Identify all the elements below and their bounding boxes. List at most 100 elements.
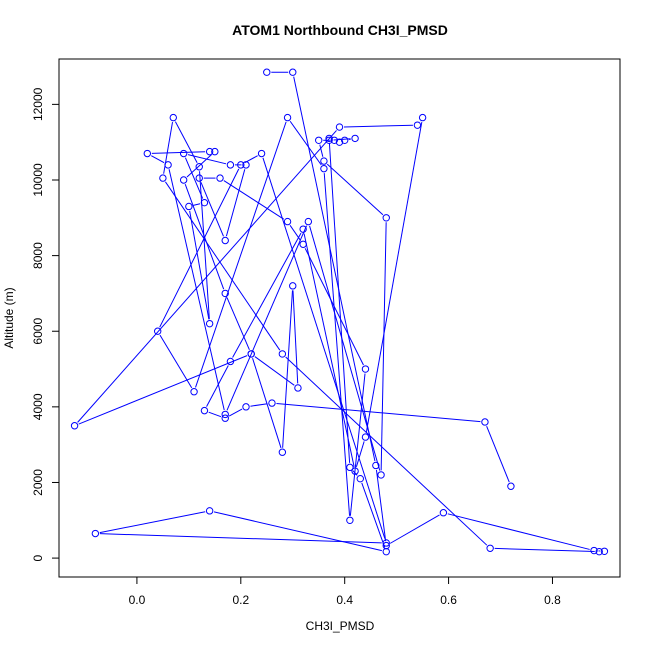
series-layer (70, 68, 609, 556)
data-point (507, 482, 515, 490)
series-segment (226, 225, 308, 411)
series-segment (174, 121, 198, 164)
data-point (289, 282, 297, 290)
data-point (195, 174, 203, 182)
data-point (320, 157, 328, 165)
data-point (211, 147, 219, 156)
data-point (340, 136, 349, 144)
series-segment (186, 154, 212, 178)
series-segment (151, 151, 206, 154)
data-point (590, 546, 598, 555)
series-segment (486, 425, 510, 483)
data-point (221, 289, 229, 298)
data-point (320, 164, 328, 173)
data-point (330, 136, 339, 144)
data-point (70, 422, 79, 430)
data-point (356, 474, 364, 483)
data-point (382, 214, 390, 222)
x-axis-label: CH3I_PMSD (306, 619, 375, 633)
x-tick-label: 0.8 (544, 593, 561, 607)
data-point (221, 414, 229, 422)
series-segment (184, 157, 204, 199)
series-segment (77, 130, 337, 423)
data-point (164, 161, 172, 169)
data-point (205, 147, 214, 156)
data-point (377, 471, 385, 479)
data-point (226, 161, 235, 169)
series-segment (195, 121, 287, 388)
data-point (159, 174, 167, 182)
data-point (361, 365, 370, 373)
series-segment (282, 290, 293, 448)
series-segment (494, 547, 595, 553)
series-segment (380, 222, 387, 471)
data-point (382, 539, 390, 547)
series-segment (184, 184, 225, 290)
data-point (205, 507, 214, 515)
series-segment (254, 356, 295, 386)
data-point (382, 547, 390, 556)
data-point (481, 418, 489, 426)
data-point (600, 547, 609, 555)
data-point (418, 113, 427, 122)
series-segment (206, 365, 229, 407)
data-point (439, 509, 448, 517)
data-point (372, 461, 380, 470)
data-point (205, 319, 214, 328)
y-tick-label: 4000 (31, 393, 45, 420)
series-segment (99, 533, 382, 544)
data-point (335, 138, 344, 146)
data-point (195, 163, 203, 171)
data-point (325, 134, 333, 143)
series-segment (361, 482, 386, 548)
series-segment (285, 356, 488, 546)
data-point (179, 176, 188, 184)
series-segment (232, 232, 302, 358)
series-segment (250, 403, 268, 407)
data-point (153, 327, 162, 335)
data-point (278, 350, 287, 358)
data-point (335, 123, 344, 131)
data-point (299, 225, 307, 233)
series-segment (213, 511, 382, 552)
series-segment (99, 511, 206, 534)
series-segment (208, 411, 222, 418)
x-tick-label: 0.0 (129, 593, 146, 607)
y-tick-label: 10000 (31, 163, 45, 197)
data-point (268, 399, 276, 407)
series-segment (228, 408, 243, 417)
data-point (179, 149, 188, 158)
data-point (486, 544, 494, 552)
data-point (289, 68, 297, 76)
series-segment (355, 441, 365, 467)
data-point (242, 161, 250, 169)
series-segment (349, 373, 366, 516)
data-point (257, 149, 266, 158)
data-point (237, 161, 245, 169)
data-point (143, 149, 152, 158)
y-tick-label: 0 (31, 554, 45, 561)
chart-title: ATOM1 Northbound CH3I_PMSD (232, 22, 448, 38)
data-point (299, 240, 307, 248)
y-tick-label: 2000 (31, 469, 45, 496)
series-segment (252, 358, 282, 449)
series-segment (309, 225, 381, 471)
data-point (221, 236, 229, 245)
series-segment (352, 470, 358, 476)
series-segment (293, 76, 376, 462)
series-segment (303, 233, 355, 467)
y-tick-label: 8000 (31, 242, 45, 269)
series-segment (78, 355, 248, 425)
data-point (169, 113, 177, 122)
series-segment (225, 169, 246, 237)
series-segment (292, 290, 299, 384)
series-segment (226, 297, 250, 350)
data-point (200, 406, 209, 415)
data-point (351, 134, 359, 143)
x-tick-label: 0.2 (232, 593, 249, 607)
series-segment (389, 514, 440, 544)
y-tick-label: 12000 (31, 87, 45, 121)
y-axis-label: Altitude (m) (2, 287, 16, 348)
data-point (294, 384, 302, 392)
data-point (304, 217, 313, 226)
